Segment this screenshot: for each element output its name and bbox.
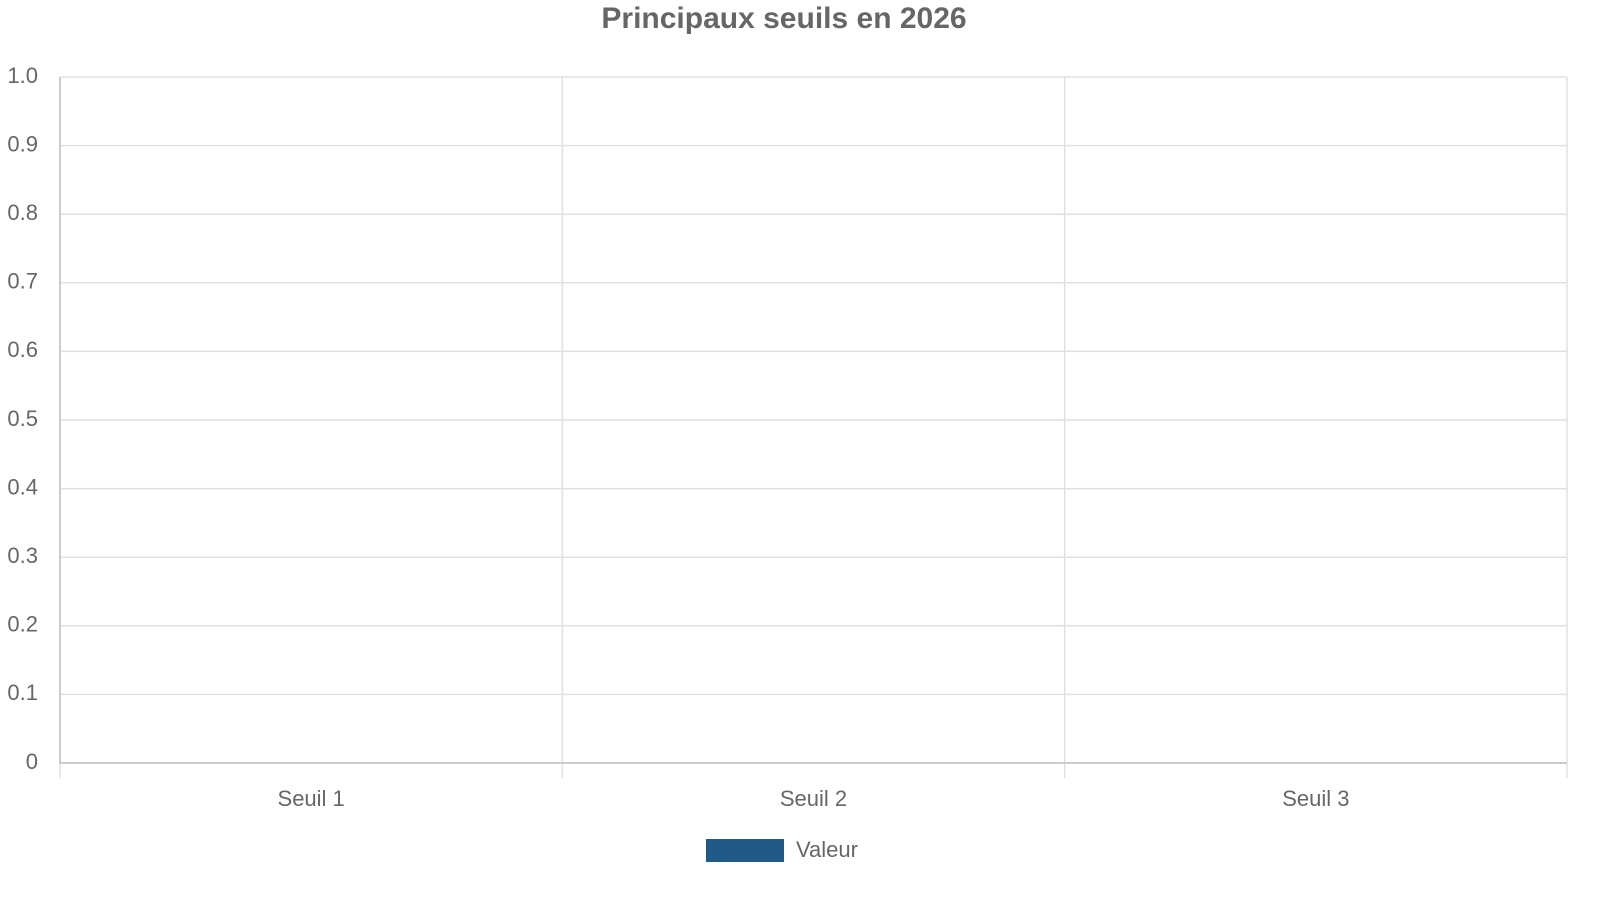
y-tick-label: 0.8 (7, 200, 38, 225)
y-tick-label: 1.0 (7, 63, 38, 88)
x-tick-label: Seuil 2 (780, 786, 847, 811)
y-tick-label: 0.3 (7, 543, 38, 568)
y-tick-label: 0.9 (7, 131, 38, 156)
y-tick-label: 0.4 (7, 474, 38, 499)
y-tick-label: 0.6 (7, 337, 38, 362)
y-tick-label: 0.2 (7, 612, 38, 637)
y-tick-label: 0.1 (7, 680, 38, 705)
legend-swatch (706, 839, 784, 862)
legend-label: Valeur (796, 837, 858, 862)
chart-title: Principaux seuils en 2026 (601, 2, 966, 35)
x-tick-label: Seuil 3 (1282, 786, 1349, 811)
y-tick-label: 0.5 (7, 406, 38, 431)
y-tick-label: 0.7 (7, 269, 38, 294)
x-tick-label: Seuil 1 (278, 786, 345, 811)
y-tick-label: 0 (26, 749, 38, 774)
